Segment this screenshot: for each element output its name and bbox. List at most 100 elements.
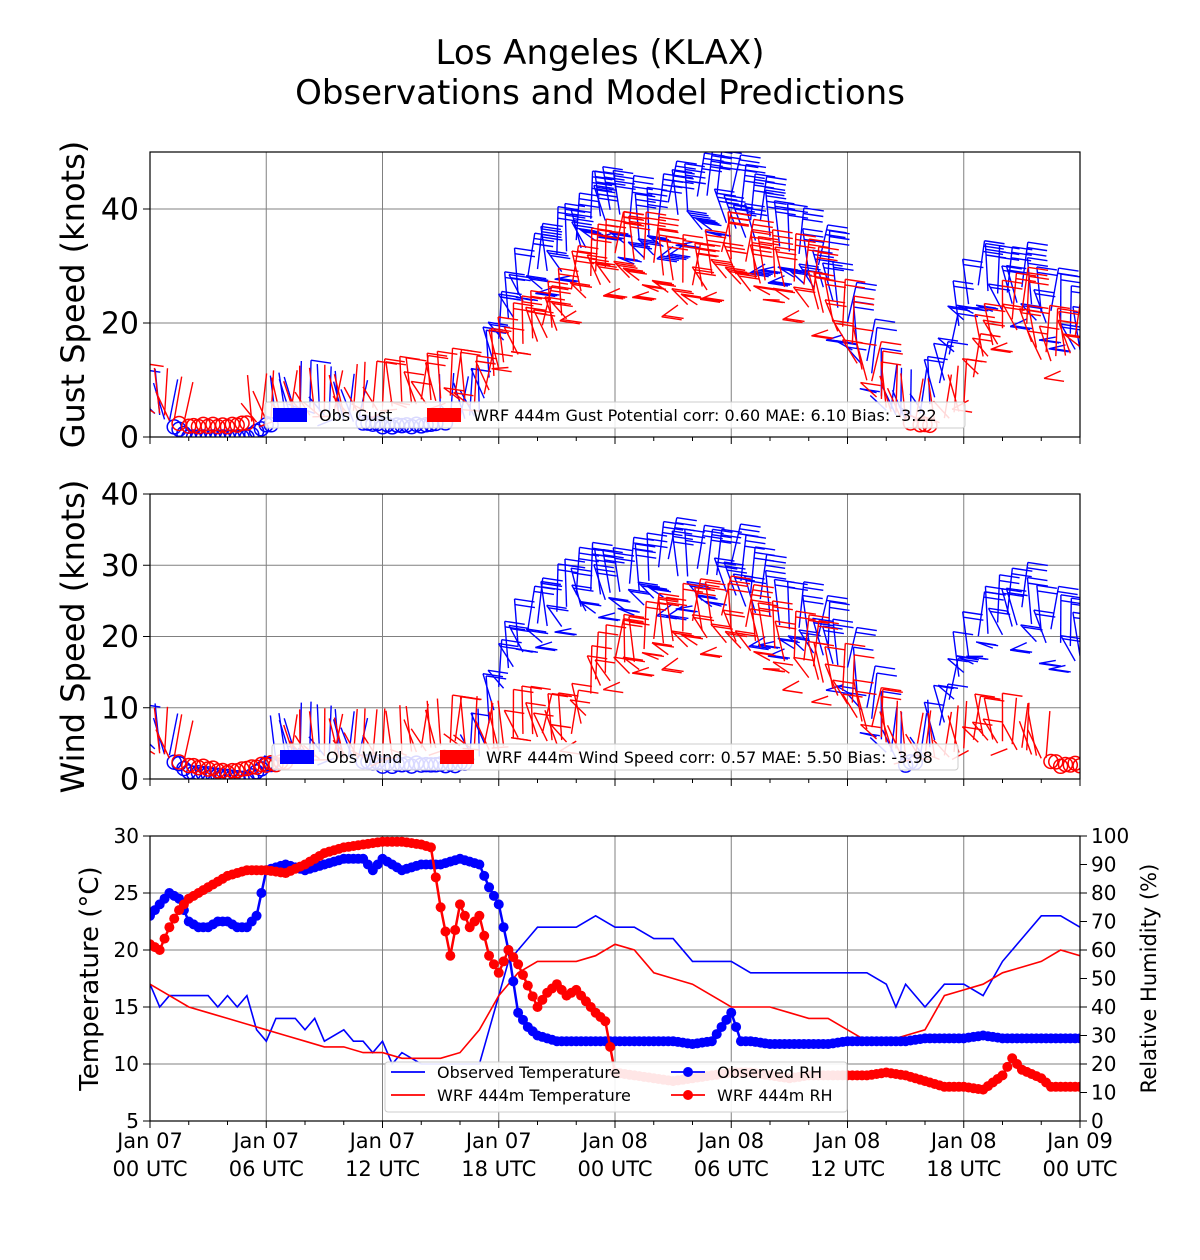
wind-barb-flag <box>550 300 572 306</box>
wind-barb-shaft <box>764 190 771 237</box>
wind-barb-flag <box>688 212 709 217</box>
y-tick-label: 15 <box>114 995 139 1019</box>
wind-barb-flag <box>581 602 602 607</box>
wind-barb-shaft <box>710 623 727 644</box>
wind-barb-shaft <box>546 604 563 627</box>
wind-barb-flag <box>766 575 787 580</box>
wind-barb-flag <box>726 569 748 574</box>
wind-barb-flag <box>984 302 1005 308</box>
wind-barb-flag <box>745 163 767 169</box>
wind-barb-flag <box>795 233 816 238</box>
wind-barb-flag <box>721 155 742 160</box>
x-tick-label-date: Jan 08 <box>929 1129 997 1153</box>
wind-barb-shaft <box>309 360 312 409</box>
wind-barb-flag <box>529 278 551 283</box>
wind-barb-flag <box>564 202 586 208</box>
wind-barb-shaft <box>183 381 194 423</box>
wind-barb-flag <box>694 586 715 592</box>
wind-barb-shaft <box>571 584 587 612</box>
wind-barb-flag <box>712 625 733 630</box>
wind-barb-flag <box>624 268 646 274</box>
wind-barb-flag <box>629 243 651 248</box>
y-right-tick-label: 40 <box>1091 995 1116 1019</box>
wind-barb-flag <box>513 688 534 694</box>
wind-barb-shaft <box>594 549 602 595</box>
legend-label: Obs Wind <box>326 748 402 767</box>
wind-barb-flag <box>772 229 793 234</box>
wind-barb-flag <box>875 665 896 670</box>
wind-barb-shaft <box>150 740 151 744</box>
wind-barb-flag <box>701 221 722 227</box>
wind-barb-flag <box>765 186 786 191</box>
wind-barb-flag <box>787 586 809 592</box>
wind-barb-flag <box>551 285 572 290</box>
wind-barb-flag <box>1027 246 1048 252</box>
wind-barb-shaft <box>593 564 606 601</box>
wind-barb-shaft <box>410 381 427 405</box>
wind-barb-shaft <box>405 357 413 404</box>
wind-barb-flag <box>596 263 617 268</box>
wind-barb-flag <box>798 263 819 268</box>
wind-barb-shaft <box>614 618 625 661</box>
wind-barb-flag <box>647 543 668 549</box>
wind-barb-shaft <box>1005 587 1018 626</box>
wind-barb-flag <box>755 286 776 291</box>
wind-barb-flag <box>491 327 512 333</box>
wind-barb-flag <box>1002 279 1023 284</box>
wind-barb-shaft <box>571 683 582 724</box>
wind-barb-flag <box>825 283 847 289</box>
rh-marker <box>488 890 499 901</box>
wind-barb-shaft <box>459 352 466 399</box>
wind-barb-shaft <box>771 229 776 278</box>
wind-barb-flag <box>636 295 657 300</box>
legend-label: Obs Gust <box>319 406 392 425</box>
wind-barb-flag <box>647 192 668 197</box>
wind-barb-flag <box>629 621 650 626</box>
wind-barb-flag <box>752 589 773 594</box>
legend-swatch <box>273 408 307 422</box>
wind-barb-flag <box>546 249 567 255</box>
wind-barb-shaft <box>871 687 882 728</box>
wind-barb-flag <box>739 528 760 533</box>
wind-barb-shaft <box>745 219 755 262</box>
wind-barb-flag <box>699 583 720 588</box>
rh-marker <box>425 842 436 853</box>
wind-barb-flag <box>711 160 732 165</box>
y-tick-label: 30 <box>114 824 139 848</box>
wind-barb-shaft <box>1026 276 1030 324</box>
wind-barb-flag <box>826 599 847 605</box>
rh-marker <box>726 1007 737 1018</box>
wind-barb-flag <box>561 318 582 324</box>
wind-barb-flag <box>774 200 795 205</box>
wind-barb-flag <box>470 712 492 717</box>
wind-barb-shaft <box>691 243 702 286</box>
wind-barb-flag <box>497 316 519 321</box>
wind-barb-flag <box>751 228 772 234</box>
wind-barb-shaft <box>550 724 568 743</box>
y-tick-label: 10 <box>114 1052 139 1076</box>
wind-barb-shaft <box>540 226 548 272</box>
wind-barb-flag <box>569 281 591 287</box>
wind-barb-shaft <box>948 658 959 700</box>
wind-barb-flag <box>605 294 626 299</box>
wind-barb-flag <box>613 169 634 175</box>
wind-barb-flag <box>1081 298 1101 301</box>
wind-barb-shaft <box>812 246 820 293</box>
wind-barb-shaft <box>525 702 539 738</box>
wind-barb-shaft <box>155 729 171 759</box>
wind-barb-flag <box>1035 292 1056 298</box>
wind-barb-flag <box>1082 293 1102 296</box>
wind-barb-flag <box>504 620 525 625</box>
wind-barb-shaft <box>866 319 876 362</box>
wind-barb-shaft <box>749 244 761 284</box>
wind-barb-shaft <box>602 166 611 210</box>
x-tick-label-time: 18 UTC <box>926 1157 1001 1181</box>
wind-barb-flag <box>875 318 896 323</box>
wind-barb-flag <box>827 594 848 600</box>
wind-barb-flag <box>856 626 877 632</box>
wind-barb-flag <box>765 564 786 569</box>
wind-barb-flag <box>541 233 562 239</box>
plot-area <box>150 836 1080 1095</box>
wind-barb-flag <box>1040 662 1062 667</box>
wind-barb-flag <box>711 539 732 544</box>
